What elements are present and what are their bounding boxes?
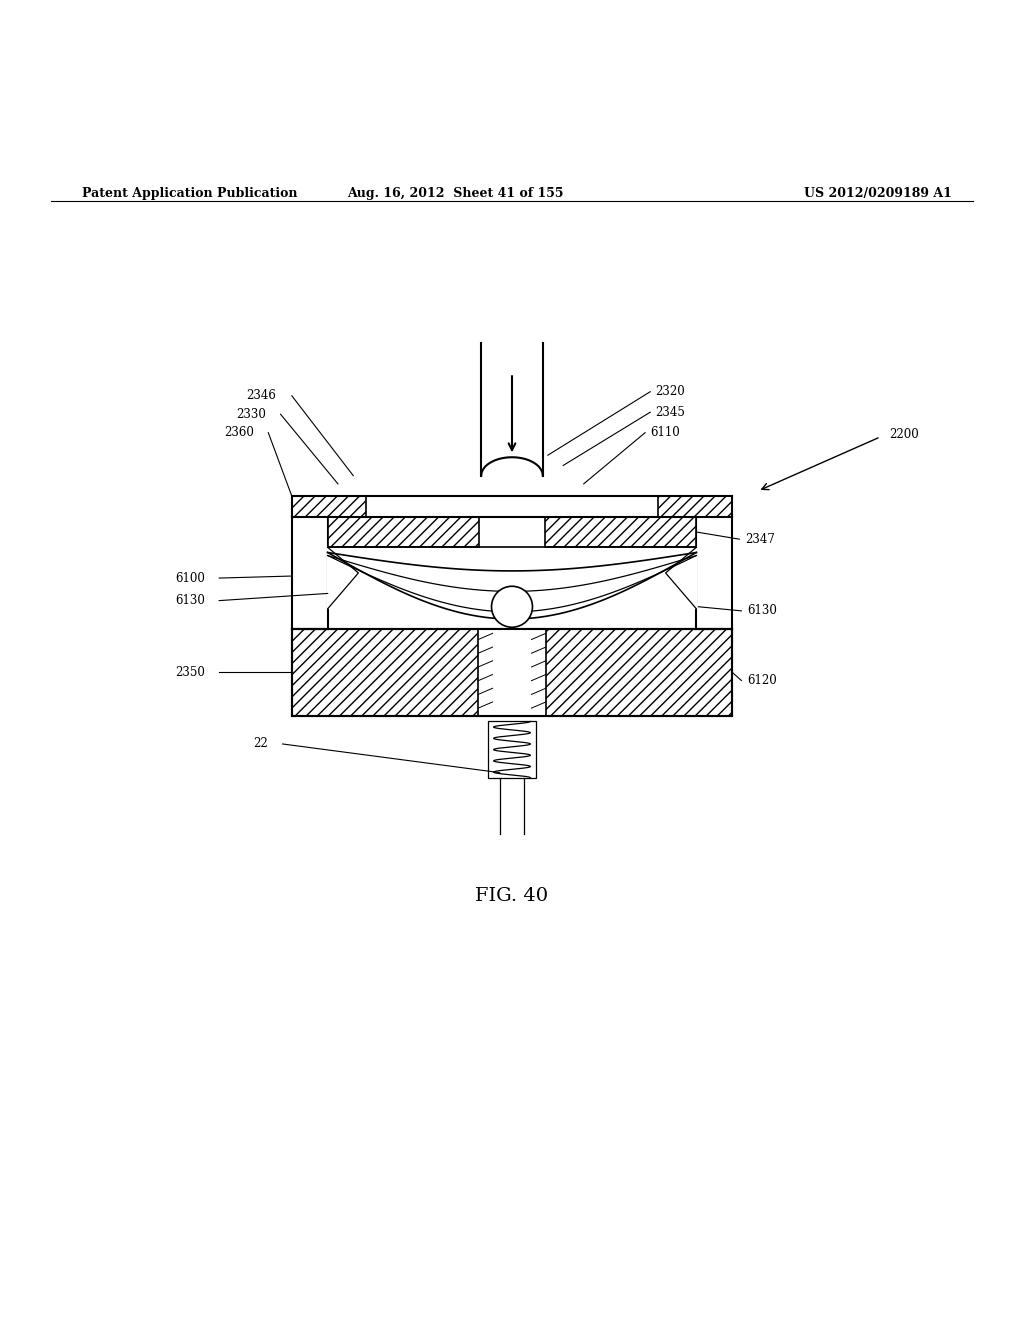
Text: 6130: 6130 <box>748 605 777 618</box>
Bar <box>545 516 696 548</box>
Polygon shape <box>666 548 696 609</box>
Text: 2345: 2345 <box>655 405 685 418</box>
Text: 2350: 2350 <box>175 665 205 678</box>
Text: 6130: 6130 <box>175 594 205 607</box>
Text: 2320: 2320 <box>655 385 685 399</box>
Text: 22: 22 <box>254 738 268 751</box>
Circle shape <box>492 586 532 627</box>
Text: 2330: 2330 <box>237 408 266 421</box>
Bar <box>478 630 546 717</box>
Text: 2347: 2347 <box>745 533 775 545</box>
Text: Aug. 16, 2012  Sheet 41 of 155: Aug. 16, 2012 Sheet 41 of 155 <box>347 187 564 199</box>
Bar <box>488 722 536 777</box>
Text: 2200: 2200 <box>889 428 919 441</box>
Bar <box>292 496 366 516</box>
Bar <box>658 496 732 516</box>
Text: 6120: 6120 <box>748 675 777 686</box>
Bar <box>328 516 479 548</box>
Text: US 2012/0209189 A1: US 2012/0209189 A1 <box>805 187 952 199</box>
Text: 6110: 6110 <box>650 426 680 440</box>
Text: 6100: 6100 <box>175 572 205 585</box>
Text: Patent Application Publication: Patent Application Publication <box>82 187 297 199</box>
Polygon shape <box>328 548 358 609</box>
Text: 2360: 2360 <box>224 426 254 440</box>
Text: 2346: 2346 <box>247 389 276 403</box>
Bar <box>292 630 732 717</box>
Text: FIG. 40: FIG. 40 <box>475 887 549 904</box>
